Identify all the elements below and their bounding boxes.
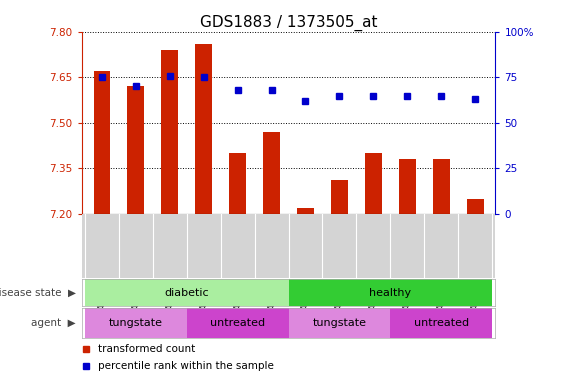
Bar	[399, 159, 415, 214]
Text: transformed count: transformed count	[98, 344, 195, 354]
Text: healthy: healthy	[369, 288, 412, 297]
Text: tungstate: tungstate	[109, 318, 163, 327]
Bar	[467, 199, 484, 214]
Bar	[331, 180, 348, 214]
Text: agent  ▶: agent ▶	[32, 318, 76, 327]
Text: untreated: untreated	[414, 318, 469, 327]
Bar	[433, 159, 450, 214]
Text: percentile rank within the sample: percentile rank within the sample	[98, 361, 274, 371]
Bar	[297, 208, 314, 214]
Text: untreated: untreated	[210, 318, 265, 327]
Bar	[195, 44, 212, 214]
Bar	[390, 308, 492, 338]
Text: diabetic: diabetic	[164, 288, 209, 297]
Bar	[187, 308, 289, 338]
Bar	[162, 50, 178, 214]
Bar	[85, 279, 289, 306]
Bar	[85, 308, 187, 338]
Bar	[93, 71, 110, 214]
Bar	[365, 153, 382, 214]
Bar	[127, 86, 144, 214]
Text: tungstate: tungstate	[312, 318, 367, 327]
Bar	[263, 132, 280, 214]
Bar	[229, 153, 246, 214]
Bar	[289, 308, 390, 338]
Bar	[289, 279, 492, 306]
Title: GDS1883 / 1373505_at: GDS1883 / 1373505_at	[200, 14, 377, 30]
Text: disease state  ▶: disease state ▶	[0, 288, 76, 297]
